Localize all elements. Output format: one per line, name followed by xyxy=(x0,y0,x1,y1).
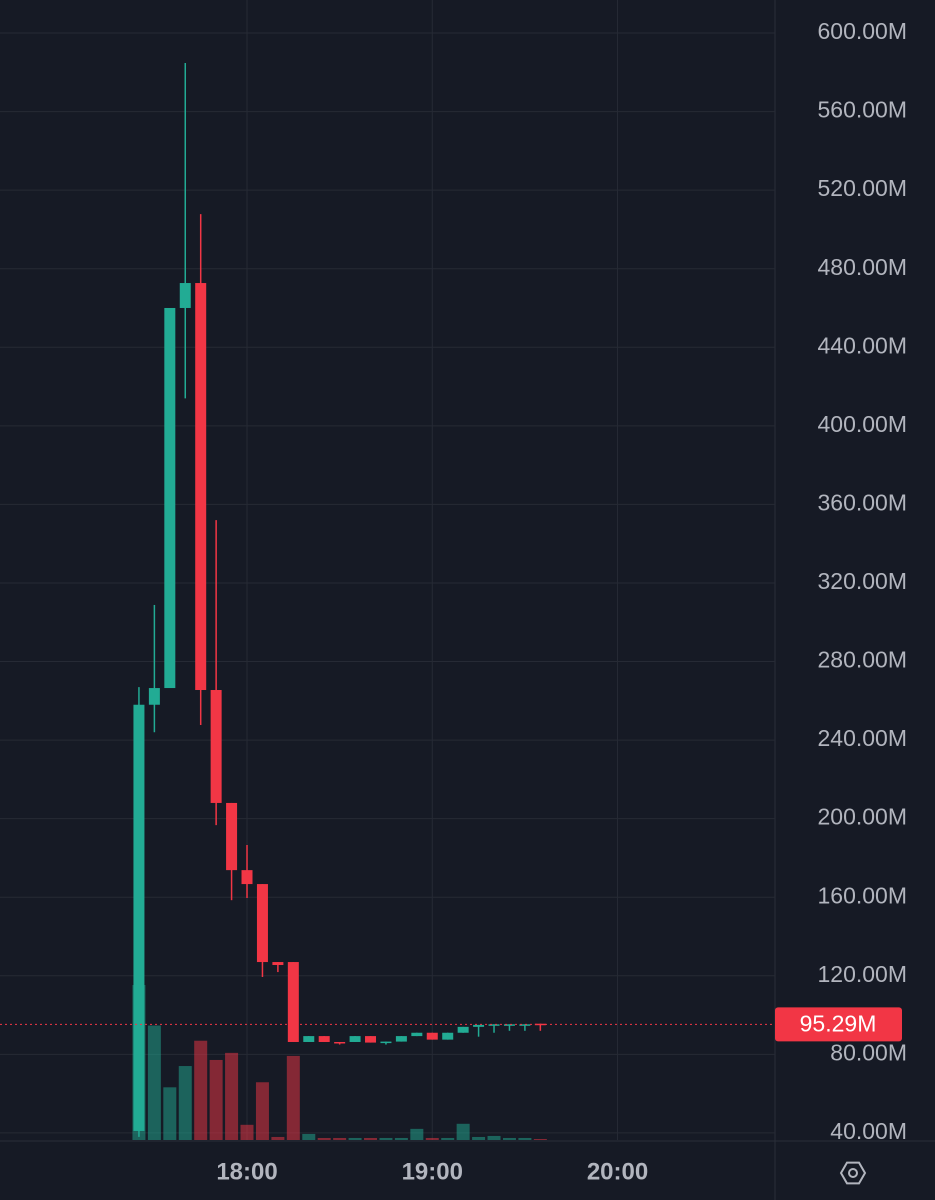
candle-body xyxy=(226,802,238,871)
candle-body xyxy=(457,1026,469,1033)
volume-bar xyxy=(410,1128,424,1140)
y-tick-label: 80.00M xyxy=(830,1039,907,1065)
settings-icon[interactable] xyxy=(839,1161,867,1185)
candle-body xyxy=(133,704,145,1131)
y-tick-label: 400.00M xyxy=(817,411,907,437)
candle-body xyxy=(164,307,176,689)
volume-bar xyxy=(333,1137,347,1140)
volume-bar xyxy=(348,1137,362,1140)
volume-bar xyxy=(533,1138,547,1140)
volume-bar xyxy=(472,1136,486,1140)
candle-body xyxy=(210,690,222,803)
last-price-box xyxy=(775,1007,902,1042)
y-tick-label: 160.00M xyxy=(817,882,907,908)
volume-bar xyxy=(255,1082,269,1140)
candle-body xyxy=(365,1036,377,1043)
candle-body xyxy=(256,884,268,963)
candle-body xyxy=(503,1024,515,1026)
settings-center xyxy=(848,1168,858,1178)
candle-body xyxy=(426,1032,438,1040)
volume-bar xyxy=(456,1123,470,1140)
last-price-label: 95.29M xyxy=(800,1010,877,1036)
volume-bar xyxy=(317,1137,331,1140)
volume-bar xyxy=(518,1137,532,1140)
candle-body xyxy=(519,1024,531,1026)
candle-body xyxy=(349,1036,361,1042)
y-tick-label: 200.00M xyxy=(817,804,907,830)
volume-bar xyxy=(487,1135,501,1140)
volume-bar xyxy=(364,1137,378,1140)
y-tick-label: 120.00M xyxy=(817,961,907,987)
volume-bar xyxy=(240,1124,254,1140)
candle-body xyxy=(395,1036,407,1042)
volume-bar xyxy=(425,1137,439,1140)
candle-body xyxy=(241,870,253,885)
y-tick-label: 600.00M xyxy=(817,18,907,44)
x-tick-label: 20:00 xyxy=(587,1158,648,1185)
candle-body xyxy=(411,1032,423,1037)
volume-bar xyxy=(502,1137,516,1140)
volume-bar xyxy=(147,1025,161,1140)
volume-bar xyxy=(286,1055,300,1140)
x-tick-label: 18:00 xyxy=(216,1158,277,1185)
volume-bar xyxy=(209,1059,223,1140)
candle-body xyxy=(303,1036,315,1042)
x-tick-label: 19:00 xyxy=(402,1158,463,1185)
candle-body xyxy=(442,1032,454,1040)
y-tick-label: 40.00M xyxy=(830,1118,907,1144)
candle-body xyxy=(473,1024,485,1027)
y-tick-label: 240.00M xyxy=(817,725,907,751)
candle-body xyxy=(380,1041,392,1044)
y-tick-label: 320.00M xyxy=(817,568,907,594)
y-tick-label: 520.00M xyxy=(817,175,907,201)
volume-bar xyxy=(178,1066,192,1140)
volume-bar xyxy=(379,1137,393,1140)
candle-body xyxy=(287,962,299,1042)
volume-bar xyxy=(194,1040,208,1140)
candle-body xyxy=(179,283,191,308)
y-tick-label: 440.00M xyxy=(817,332,907,358)
volume-bar xyxy=(225,1052,239,1140)
volume-bar xyxy=(394,1137,408,1140)
volume-bar xyxy=(302,1133,316,1140)
candle-body xyxy=(488,1024,500,1026)
candle-body xyxy=(318,1036,330,1042)
volume-bar xyxy=(163,1087,177,1140)
grid xyxy=(0,0,775,1140)
y-tick-label: 280.00M xyxy=(817,647,907,673)
candle-body xyxy=(195,283,207,691)
y-tick-label: 480.00M xyxy=(817,254,907,280)
volume-bar xyxy=(441,1137,455,1140)
volume-bar xyxy=(271,1136,285,1140)
candle-body xyxy=(148,688,160,705)
y-tick-label: 560.00M xyxy=(817,97,907,123)
y-tick-label: 360.00M xyxy=(817,489,907,515)
settings-hexagon xyxy=(839,1161,867,1185)
candle-body xyxy=(334,1041,346,1044)
candle-body xyxy=(272,962,284,965)
